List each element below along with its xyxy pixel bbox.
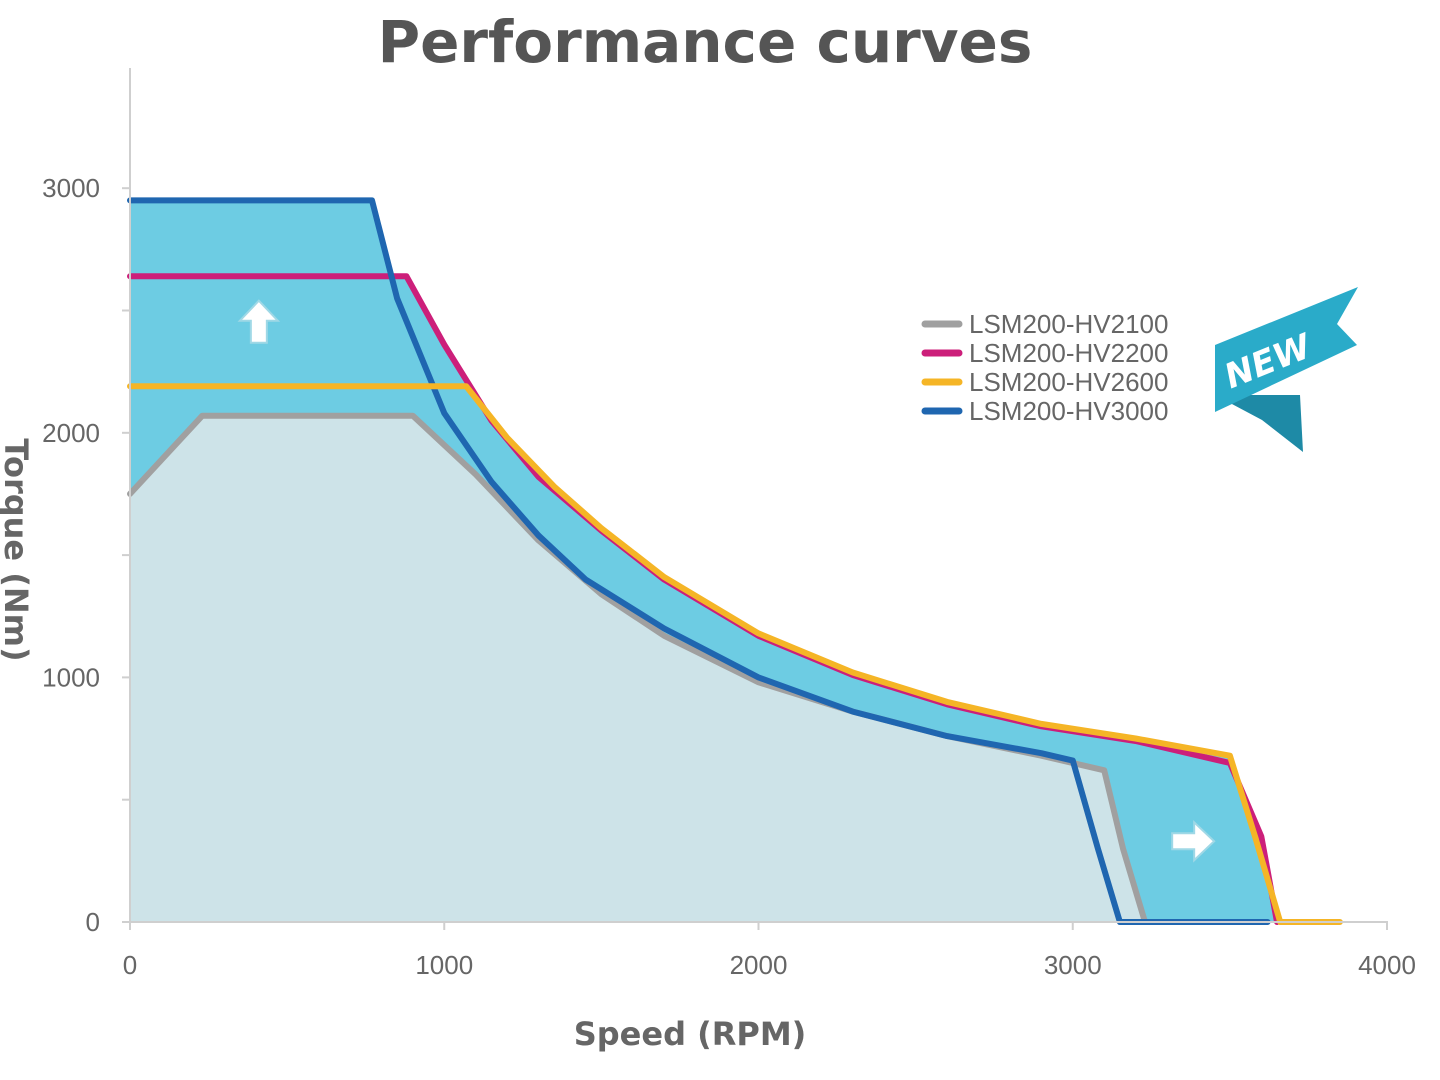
- series-line-lsm200-hv2100: [127, 412, 1148, 925]
- legend-label: LSM200-HV2100: [969, 309, 1168, 339]
- y-tick-label: 1000: [42, 662, 100, 692]
- baseline-area: [130, 415, 1145, 922]
- series-line-lsm200-hv2600: [127, 383, 1343, 925]
- series-line-lsm200-hv3000: [127, 197, 1271, 925]
- legend-label: LSM200-HV3000: [969, 396, 1168, 426]
- y-tick-label: 3000: [42, 173, 100, 203]
- arrow-right-icon: [1171, 819, 1216, 863]
- badge-tail: [1215, 395, 1303, 452]
- x-tick-label: 4000: [1358, 950, 1416, 980]
- x-ticks: 0 1000 2000 3000 4000: [123, 922, 1416, 980]
- legend: LSM200-HV2100LSM200-HV2200LSM200-HV2600L…: [921, 309, 1168, 426]
- x-tick-label: 2000: [730, 950, 788, 980]
- x-tick-label: 1000: [415, 950, 473, 980]
- y-tick-label: 0: [86, 907, 100, 937]
- y-axis-label: Torque (Nm): [0, 438, 35, 661]
- y-tick-label: 2000: [42, 418, 100, 448]
- x-tick-label: 3000: [1044, 950, 1102, 980]
- chart-title: Performance curves: [378, 8, 1033, 76]
- fill-areas: [130, 200, 1284, 922]
- arrow-up-icon: [237, 299, 281, 344]
- x-tick-label: 0: [123, 950, 137, 980]
- y-ticks: 0 1000 2000 3000: [42, 173, 130, 937]
- annotation-arrows: [237, 299, 1216, 863]
- legend-label: LSM200-HV2600: [969, 367, 1168, 397]
- new-badge: NEW: [1215, 287, 1358, 452]
- x-axis-label: Speed (RPM): [574, 1015, 807, 1053]
- legend-label: LSM200-HV2200: [969, 338, 1168, 368]
- series-lines: [127, 197, 1343, 925]
- badge-ribbon: [1215, 287, 1358, 412]
